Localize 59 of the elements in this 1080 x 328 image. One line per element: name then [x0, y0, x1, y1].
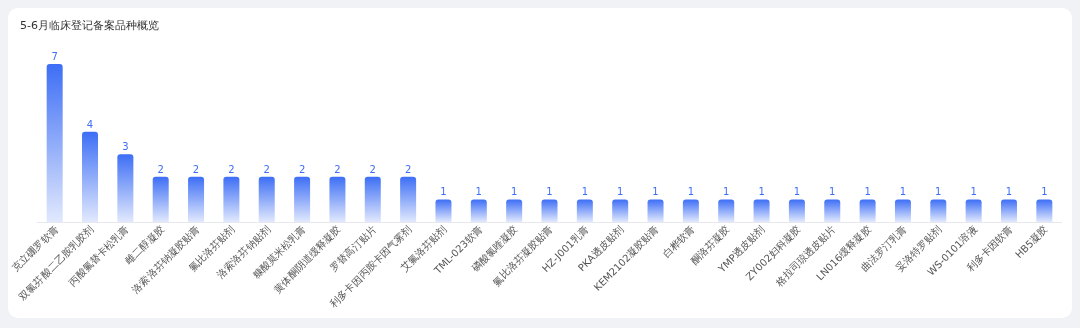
bar [223, 176, 240, 222]
bar [1036, 199, 1053, 222]
data-label: 1 [440, 186, 447, 198]
bar [682, 199, 699, 222]
bar [859, 199, 876, 222]
data-label: 1 [1005, 186, 1013, 198]
data-label: 7 [51, 51, 58, 62]
data-label: 1 [864, 186, 871, 198]
data-label: 2 [228, 163, 235, 175]
data-label: 2 [404, 163, 412, 175]
bar [576, 199, 593, 222]
data-label: 2 [298, 163, 306, 175]
bar [930, 199, 947, 222]
data-label: 2 [157, 163, 164, 175]
data-label: 2 [192, 163, 200, 175]
data-label: 1 [687, 186, 695, 198]
bar [612, 199, 629, 222]
data-label: 2 [263, 163, 270, 175]
bar [329, 176, 346, 222]
data-label: 1 [723, 186, 730, 198]
data-label: 1 [970, 186, 977, 198]
bar [188, 176, 205, 222]
bar [894, 199, 911, 222]
bar [824, 199, 841, 222]
data-label: 1 [1041, 186, 1048, 198]
data-label: 2 [334, 163, 341, 175]
data-label: 1 [829, 186, 836, 198]
data-label: 3 [122, 141, 129, 153]
bar [965, 199, 982, 222]
bar [718, 199, 735, 222]
bar [400, 176, 417, 222]
bar [506, 199, 523, 222]
bar [435, 199, 452, 222]
chart-title: 5-6月临床登记备案品种概览 [20, 19, 159, 32]
data-label: 4 [86, 118, 94, 130]
bar [258, 176, 275, 222]
bar [82, 131, 99, 222]
data-label: 1 [899, 186, 907, 198]
bar [753, 199, 770, 222]
data-label: 1 [793, 186, 801, 198]
data-label: 1 [546, 186, 553, 198]
data-label: 1 [652, 186, 659, 198]
bar [364, 176, 381, 222]
data-label: 1 [935, 186, 942, 198]
bar [152, 176, 169, 222]
bar [470, 199, 487, 222]
bar [46, 64, 63, 222]
bar [788, 199, 805, 222]
data-label: 1 [510, 186, 518, 198]
bar [647, 199, 664, 222]
data-label: 2 [369, 163, 376, 175]
data-label: 1 [758, 186, 765, 198]
bar [294, 176, 311, 222]
bar [117, 154, 134, 222]
bar [1000, 199, 1017, 222]
data-label: 1 [581, 186, 589, 198]
data-label: 1 [617, 186, 624, 198]
bar [541, 199, 558, 222]
data-label: 1 [475, 186, 482, 198]
